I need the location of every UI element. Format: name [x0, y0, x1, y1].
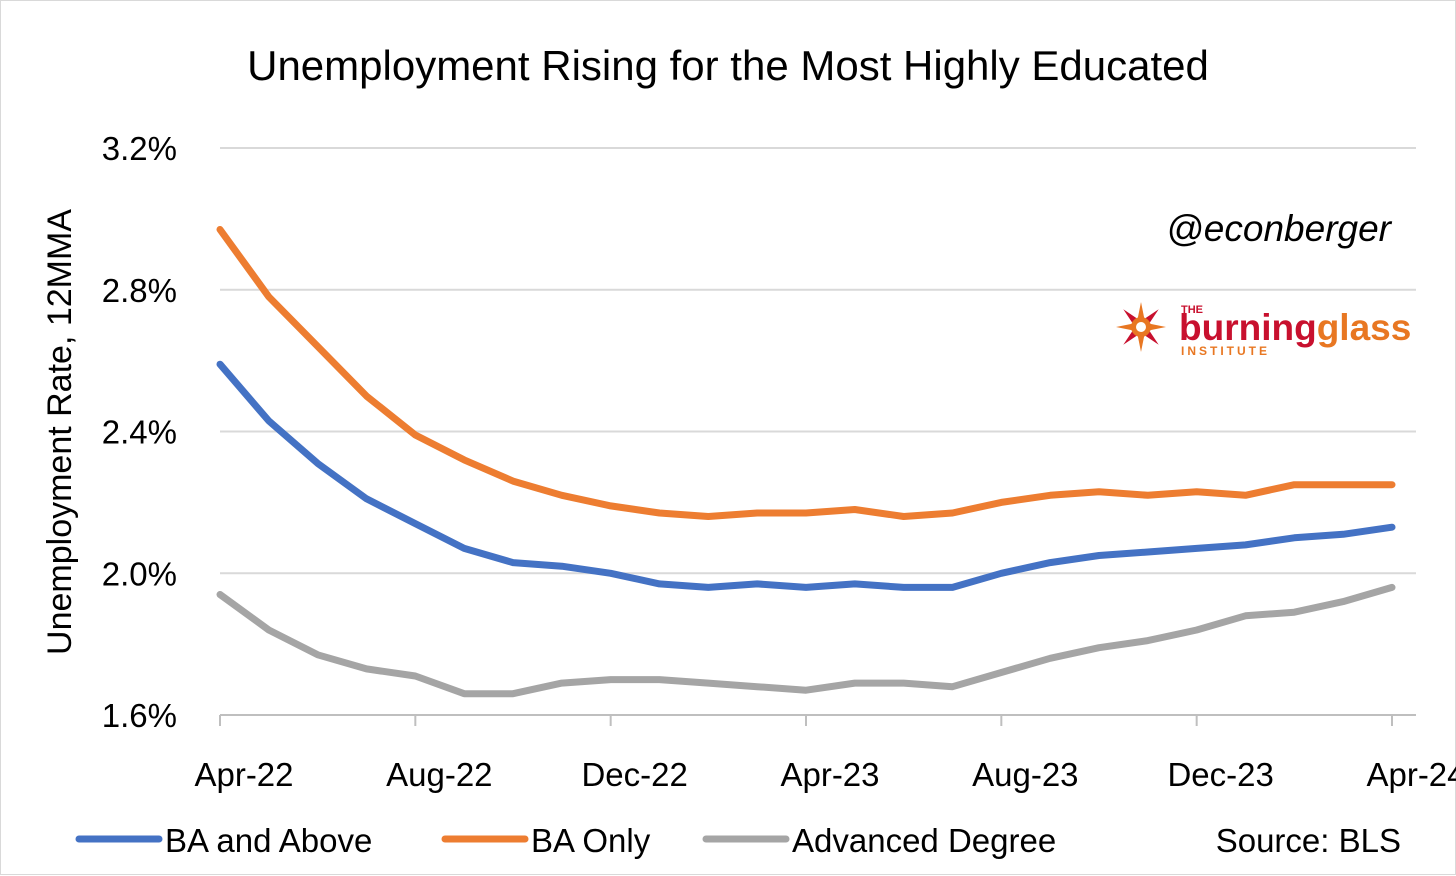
gridlines [220, 147, 1416, 575]
logo-ray [1123, 331, 1137, 345]
burning-glass-logo: THE burningglass INSTITUTE [1116, 302, 1411, 358]
source-note: Source: BLS [1216, 822, 1401, 859]
x-tick-label: Apr-23 [780, 756, 879, 793]
y-axis-label: Unemployment Rate, 12MMA [41, 209, 79, 655]
author-handle: @econberger [1166, 208, 1392, 249]
x-tick-label: Aug-23 [972, 756, 1078, 793]
logo-ray [1150, 323, 1166, 331]
legend-item-advanced-degree: Advanced Degree [702, 822, 1056, 859]
sun-logo-icon [1116, 302, 1166, 352]
logo-ray [1145, 309, 1159, 323]
y-tick-label: 3.2% [102, 130, 177, 167]
series-lines [216, 226, 1396, 698]
legend-item-ba-only: BA Only [441, 822, 651, 859]
logo-word-right: glass [1317, 307, 1412, 348]
logo-pre-label: THE [1181, 304, 1203, 316]
logo-ray [1123, 309, 1137, 323]
legend-item-ba-and-above: BA and Above [75, 822, 372, 859]
y-axis-ticks: 1.6% 2.0% 2.4% 2.8% 3.2% [102, 130, 177, 734]
x-axis-ticks: Apr-22 Aug-22 Dec-22 Apr-23 Aug-23 Dec-23 Apr-… [194, 715, 1456, 793]
logo-sub-label: INSTITUTE [1181, 344, 1270, 358]
x-tick-label: Apr-22 [194, 756, 293, 793]
logo-ray [1137, 302, 1145, 318]
legend: BA and Above BA Only Advanced Degree Sou… [75, 822, 1401, 859]
logo-ray [1116, 323, 1132, 331]
logo-sun-center [1136, 322, 1146, 332]
y-tick-label: 1.6% [102, 697, 177, 734]
series-line-ba-and-above [216, 360, 1396, 591]
legend-label: BA Only [531, 822, 651, 859]
x-tick-label: Dec-23 [1167, 756, 1273, 793]
series-line-ba-only [216, 226, 1396, 520]
logo-wordmark: burningglass [1179, 307, 1411, 348]
x-tick-label: Aug-22 [386, 756, 492, 793]
legend-label: Advanced Degree [792, 822, 1056, 859]
logo-ray [1137, 336, 1145, 352]
x-tick-label: Apr-24 [1366, 756, 1456, 793]
y-tick-label: 2.4% [102, 414, 177, 451]
x-tick-label: Dec-22 [581, 756, 687, 793]
logo-ray [1145, 331, 1159, 345]
series-line-advanced-degree [216, 583, 1396, 698]
legend-label: BA and Above [165, 822, 372, 859]
y-tick-label: 2.8% [102, 272, 177, 309]
logo-word-left: burning [1179, 307, 1317, 348]
y-tick-label: 2.0% [102, 555, 177, 592]
chart-title: Unemployment Rising for the Most Highly … [247, 42, 1209, 89]
